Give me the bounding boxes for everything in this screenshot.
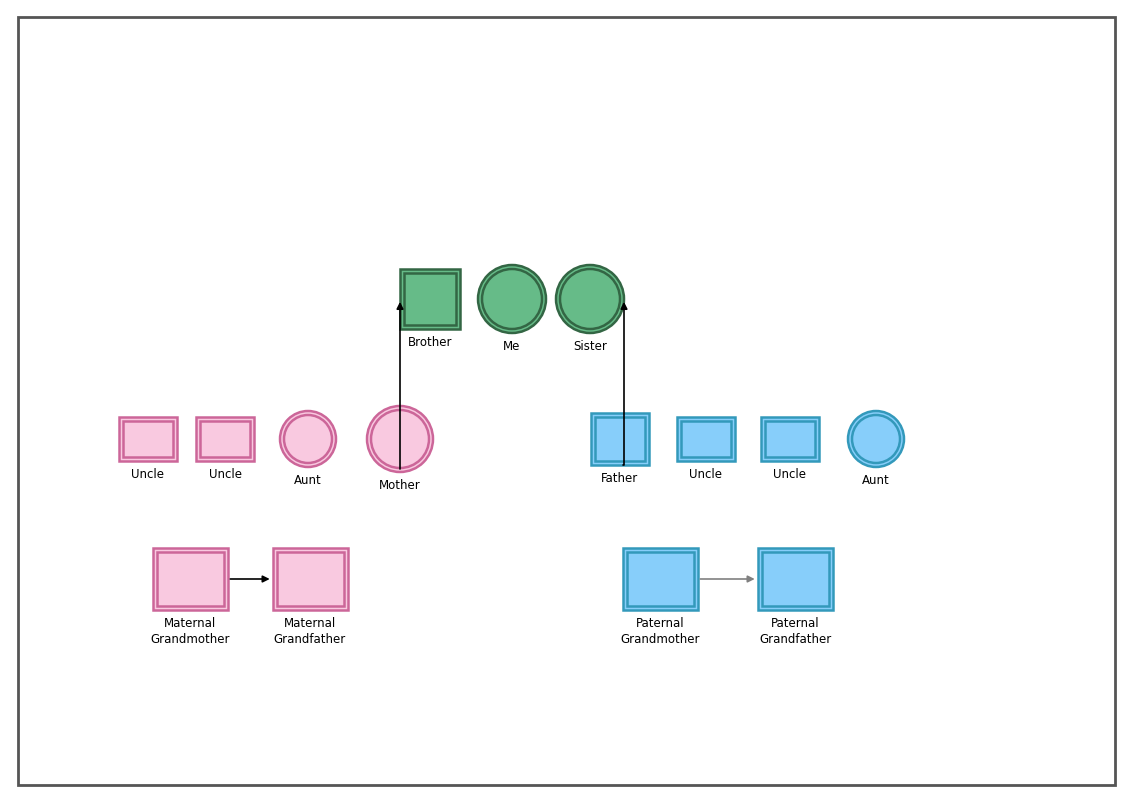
Ellipse shape bbox=[847, 411, 904, 467]
Text: Me: Me bbox=[503, 340, 521, 353]
Ellipse shape bbox=[556, 266, 624, 333]
FancyBboxPatch shape bbox=[627, 552, 693, 606]
Text: Uncle: Uncle bbox=[208, 467, 241, 480]
Text: Brother: Brother bbox=[408, 336, 452, 349]
FancyBboxPatch shape bbox=[119, 418, 177, 462]
Ellipse shape bbox=[560, 270, 620, 329]
Text: Sister: Sister bbox=[573, 340, 607, 353]
Ellipse shape bbox=[478, 266, 546, 333]
FancyBboxPatch shape bbox=[153, 548, 228, 610]
FancyBboxPatch shape bbox=[761, 418, 819, 462]
FancyBboxPatch shape bbox=[678, 418, 735, 462]
FancyBboxPatch shape bbox=[591, 414, 649, 466]
Ellipse shape bbox=[280, 411, 337, 467]
FancyBboxPatch shape bbox=[595, 418, 645, 462]
Text: Maternal
Grandmother: Maternal Grandmother bbox=[151, 616, 230, 645]
Text: Uncle: Uncle bbox=[131, 467, 164, 480]
Text: Maternal
Grandfather: Maternal Grandfather bbox=[274, 616, 346, 645]
FancyBboxPatch shape bbox=[156, 552, 223, 606]
FancyBboxPatch shape bbox=[404, 274, 455, 325]
FancyBboxPatch shape bbox=[761, 552, 828, 606]
Text: Aunt: Aunt bbox=[862, 474, 889, 487]
Text: Father: Father bbox=[602, 471, 639, 484]
FancyBboxPatch shape bbox=[681, 422, 731, 458]
Text: Paternal
Grandfather: Paternal Grandfather bbox=[759, 616, 832, 645]
Text: Uncle: Uncle bbox=[690, 467, 723, 480]
Text: Paternal
Grandmother: Paternal Grandmother bbox=[620, 616, 700, 645]
Ellipse shape bbox=[852, 415, 900, 463]
Text: Uncle: Uncle bbox=[774, 467, 807, 480]
FancyBboxPatch shape bbox=[273, 548, 348, 610]
Ellipse shape bbox=[482, 270, 542, 329]
FancyBboxPatch shape bbox=[196, 418, 254, 462]
FancyBboxPatch shape bbox=[765, 422, 815, 458]
FancyBboxPatch shape bbox=[276, 552, 343, 606]
Text: Aunt: Aunt bbox=[295, 474, 322, 487]
FancyBboxPatch shape bbox=[201, 422, 250, 458]
Ellipse shape bbox=[370, 410, 429, 468]
FancyBboxPatch shape bbox=[622, 548, 698, 610]
FancyBboxPatch shape bbox=[18, 18, 1115, 785]
FancyBboxPatch shape bbox=[123, 422, 173, 458]
Ellipse shape bbox=[367, 406, 433, 472]
FancyBboxPatch shape bbox=[400, 270, 460, 329]
Ellipse shape bbox=[284, 415, 332, 463]
FancyBboxPatch shape bbox=[758, 548, 833, 610]
Text: Mother: Mother bbox=[380, 479, 420, 491]
